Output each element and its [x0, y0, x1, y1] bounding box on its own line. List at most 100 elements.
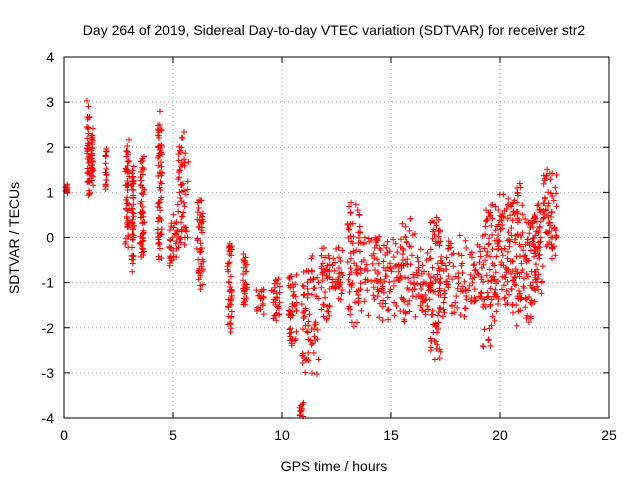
data-point: [304, 329, 311, 336]
data-point: [126, 201, 133, 208]
data-point: [504, 248, 511, 255]
data-point: [417, 281, 424, 288]
data-point: [544, 166, 551, 173]
data-point: [522, 304, 529, 311]
data-point: [415, 267, 422, 274]
data-point: [503, 266, 510, 273]
data-point: [546, 230, 553, 237]
data-point: [333, 245, 340, 252]
data-point: [184, 178, 191, 185]
data-point: [335, 264, 342, 271]
data-point: [293, 271, 300, 278]
data-point: [507, 212, 514, 219]
data-point: [376, 314, 383, 321]
data-point: [503, 206, 510, 213]
data-point: [227, 273, 234, 280]
data-point: [326, 303, 333, 310]
data-point: [347, 209, 354, 216]
data-point: [329, 262, 336, 269]
data-point: [445, 273, 452, 280]
data-point: [536, 251, 543, 258]
data-point: [332, 259, 339, 266]
data-point: [495, 221, 502, 228]
data-point: [510, 208, 517, 215]
data-point: [500, 191, 507, 198]
data-point: [324, 262, 331, 269]
data-point: [176, 166, 183, 173]
data-point: [530, 253, 537, 260]
data-point: [228, 246, 235, 253]
data-point: [531, 214, 538, 221]
data-point: [195, 276, 202, 283]
data-point: [354, 207, 361, 214]
data-point: [84, 135, 91, 142]
data-point: [457, 311, 464, 318]
data-point: [429, 264, 436, 271]
data-point: [534, 283, 541, 290]
data-point: [297, 407, 304, 414]
data-point: [514, 219, 521, 226]
data-point: [461, 278, 468, 285]
data-point: [534, 275, 541, 282]
data-point: [103, 176, 110, 183]
data-point: [181, 203, 188, 210]
data-point: [300, 315, 307, 322]
x-tick-label: 20: [492, 427, 508, 443]
data-point: [227, 283, 234, 290]
data-point: [102, 169, 109, 176]
data-point: [537, 234, 544, 241]
data-point: [171, 230, 178, 237]
data-point: [314, 274, 321, 281]
data-point: [478, 290, 485, 297]
data-point: [158, 163, 165, 170]
data-point: [198, 248, 205, 255]
data-point: [90, 167, 97, 174]
data-point: [138, 253, 145, 260]
data-point: [177, 163, 184, 170]
data-point: [387, 286, 394, 293]
data-point: [545, 202, 552, 209]
data-point: [306, 311, 313, 318]
data-point: [179, 213, 186, 220]
data-point: [258, 288, 265, 295]
data-point: [508, 232, 515, 239]
data-point: [157, 179, 164, 186]
data-point: [228, 314, 235, 321]
data-point: [335, 244, 342, 251]
data-point: [319, 260, 326, 267]
data-point: [349, 220, 356, 227]
data-point: [471, 286, 478, 293]
data-point: [320, 313, 327, 320]
data-point: [498, 246, 505, 253]
data-point: [299, 360, 306, 367]
data-point: [300, 269, 307, 276]
data-point: [448, 251, 455, 258]
data-point: [307, 277, 314, 284]
data-point: [130, 173, 137, 180]
data-point: [419, 262, 426, 269]
data-point: [129, 167, 136, 174]
data-point: [89, 132, 96, 139]
data-point: [309, 253, 316, 260]
data-point: [486, 235, 493, 242]
data-point: [527, 223, 534, 230]
data-point: [447, 240, 454, 247]
data-point: [535, 286, 542, 293]
data-point: [85, 140, 92, 147]
data-point: [487, 253, 494, 260]
x-tick-label: 10: [274, 427, 290, 443]
data-point: [543, 172, 550, 179]
data-point: [129, 225, 136, 232]
data-point: [347, 233, 354, 240]
data-point: [474, 241, 481, 248]
data-point: [123, 148, 130, 155]
data-point: [511, 281, 518, 288]
data-point: [325, 308, 332, 315]
data-point: [156, 184, 163, 191]
data-point: [440, 306, 447, 313]
data-point: [420, 278, 427, 285]
data-point: [169, 234, 176, 241]
data-point: [177, 194, 184, 201]
data-point: [483, 207, 490, 214]
